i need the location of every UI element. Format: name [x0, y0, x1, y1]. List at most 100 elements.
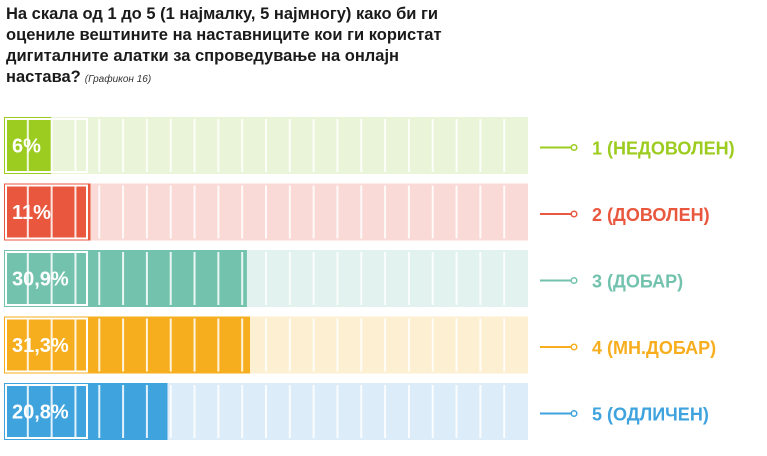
bar-divider	[169, 318, 172, 372]
bar-divider	[74, 318, 77, 372]
value-label-frame	[5, 251, 88, 306]
bar-divider	[503, 252, 506, 305]
bar-divider	[50, 318, 53, 372]
bar-divider	[384, 385, 387, 438]
bar-divider	[384, 185, 387, 239]
bar-divider	[407, 385, 410, 438]
bar-divider	[479, 185, 482, 239]
bar-divider	[312, 119, 315, 172]
bar-divider	[312, 185, 315, 239]
bar-divider	[74, 252, 77, 305]
bar-divider	[193, 119, 196, 172]
bar-divider	[360, 385, 363, 438]
legend-label-4: 4 (МН.ДОБАР)	[592, 338, 716, 358]
bar-divider	[384, 318, 387, 372]
legend-dot-2	[570, 210, 578, 218]
legend-dot-5	[570, 409, 578, 418]
legend-label-5: 5 (ОДЛИЧЕН)	[592, 405, 709, 425]
bar-divider	[145, 385, 148, 438]
bar-divider	[431, 318, 434, 372]
bar-divider	[455, 119, 458, 172]
bar-divider	[312, 318, 315, 372]
bar-divider	[265, 318, 267, 372]
bar-divider	[265, 119, 267, 172]
bar-divider	[384, 119, 387, 172]
bar-divider	[455, 185, 458, 239]
bar-divider	[217, 119, 220, 172]
bar-divider	[455, 252, 458, 305]
bar-divider	[360, 318, 363, 372]
bar-divider	[503, 318, 506, 372]
bar-divider	[241, 252, 244, 305]
bar-divider	[50, 252, 53, 305]
bar-divider	[312, 385, 315, 438]
bar-divider	[26, 185, 29, 239]
bar-divider	[122, 252, 125, 305]
bar-divider	[145, 119, 148, 172]
bar-divider	[479, 385, 482, 438]
bar-divider	[98, 119, 101, 172]
bar-divider	[265, 185, 267, 239]
bar-divider	[360, 252, 363, 305]
bar-divider	[431, 385, 434, 438]
bar-divider	[479, 318, 482, 372]
bar-divider	[336, 119, 339, 172]
bar-divider	[50, 185, 53, 239]
bar-divider	[26, 385, 29, 438]
chart-note: (Графикон 16)	[84, 74, 152, 85]
bar-divider	[288, 385, 291, 438]
legend-dot-1	[570, 143, 578, 152]
bar-divider	[265, 385, 267, 438]
bar-divider	[431, 119, 434, 172]
bar-divider	[288, 318, 291, 372]
bar-row-3: 30,9% 3 (ДОБАР)	[4, 250, 683, 307]
value-label-frame	[5, 118, 88, 173]
bar-divider	[193, 318, 196, 372]
bar-divider	[288, 252, 291, 305]
value-label-1: 6%	[12, 136, 41, 158]
bar-divider	[74, 385, 77, 438]
bar-divider	[217, 185, 220, 239]
bar-divider	[241, 318, 244, 372]
bar-divider	[217, 318, 220, 372]
bar-divider	[169, 252, 172, 305]
bar-row-4: 31,3% 4 (МН.ДОБАР)	[4, 316, 716, 374]
bar-divider	[74, 185, 77, 239]
bar-divider	[360, 185, 363, 239]
value-label-5: 20,8%	[12, 402, 69, 424]
bar-divider	[241, 119, 244, 172]
bar-row-5: 20,8% 5 (ОДЛИЧЕН)	[4, 383, 709, 440]
bar-divider	[193, 185, 196, 239]
value-label-frame	[5, 317, 88, 373]
bar-divider	[336, 385, 339, 438]
bar-divider	[169, 119, 172, 172]
bar-divider	[360, 119, 363, 172]
bar-divider	[407, 318, 410, 372]
bar-divider	[122, 185, 125, 239]
bar-divider	[50, 119, 53, 172]
bar-divider	[455, 385, 458, 438]
bar-divider	[98, 318, 101, 372]
bar-divider	[407, 185, 410, 239]
bar-divider	[145, 185, 148, 239]
bar-divider	[122, 385, 125, 438]
value-label-frame	[5, 184, 88, 240]
bar-divider	[50, 385, 53, 438]
bar-divider	[26, 119, 29, 172]
bar-divider	[26, 318, 29, 372]
bar-divider	[265, 252, 267, 305]
bar-3	[4, 250, 247, 307]
bar-divider	[122, 119, 125, 172]
value-label-3: 30,9%	[12, 269, 69, 291]
bar-divider	[193, 252, 196, 305]
bar-row-1: 6% 1 (НЕДОВОЛЕН)	[4, 117, 735, 174]
bar-divider	[336, 252, 339, 305]
bar-divider	[312, 252, 315, 305]
bar-divider	[145, 318, 148, 372]
bar-divider	[169, 385, 172, 438]
chart-title-text: На скала од 1 до 5 (1 најмалку, 5 најмно…	[6, 5, 442, 86]
bar-divider	[288, 119, 291, 172]
bar-row-2: 11% 2 (ДОВОЛЕН)	[4, 183, 710, 241]
bar-divider	[336, 318, 339, 372]
